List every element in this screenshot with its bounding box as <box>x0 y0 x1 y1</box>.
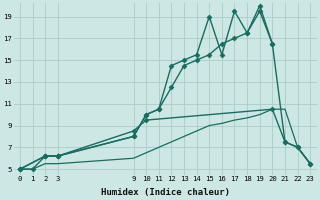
X-axis label: Humidex (Indice chaleur): Humidex (Indice chaleur) <box>100 188 229 197</box>
